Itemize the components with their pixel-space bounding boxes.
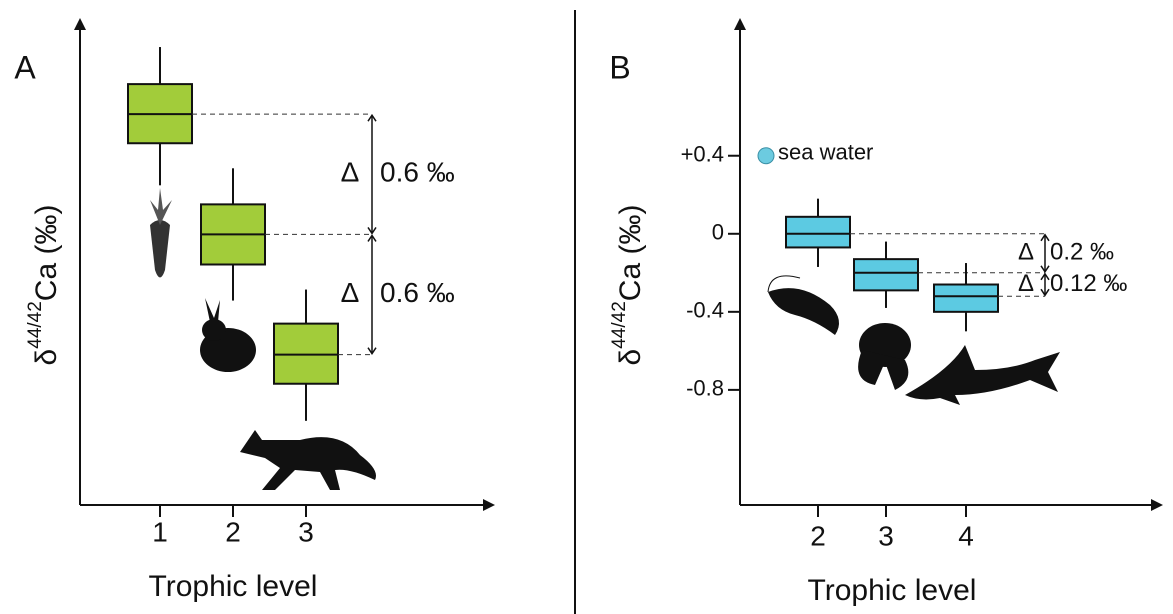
x-axis-title: Trophic level [808,574,977,607]
delta-arrow [367,113,377,235]
delta-arrow [367,234,377,356]
x-axis-title: Trophic level [149,570,318,603]
box [273,322,339,385]
x-tick-label: 2 [225,516,241,547]
delta-symbol: Δ [1018,239,1034,266]
y-tick-label: -0.4 [686,298,724,323]
carrot-icon [150,220,170,278]
y-title-base: δ [614,349,647,366]
axis-arrow [1151,499,1163,511]
delta-label: 0.2 ‰ [1050,239,1114,266]
y-title-sup: 44/42 [25,301,46,349]
x-tick-label: 2 [810,520,826,551]
axis-arrow [483,499,495,511]
rabbit-ears [205,298,220,322]
delta-arrow [1040,233,1050,274]
y-title-base: δ [30,349,63,366]
y-tick-label: +0.4 [681,142,724,167]
y-title-rest: Ca (‰) [614,205,647,302]
box [785,215,851,249]
carrot-leaves [150,188,172,225]
y-axis-title: δ44/42Ca (‰) [609,205,647,366]
delta-label: 0.12 ‰ [1050,270,1127,297]
y-title-sup: 44/42 [609,301,630,349]
delta-symbol: Δ [1018,270,1034,297]
x-tick-label: 3 [878,520,894,551]
axis-arrow [74,18,86,30]
delta-symbol: Δ [341,277,360,308]
box [853,258,919,292]
shrimp-antenna [767,275,801,293]
rabbit-head [202,319,226,341]
y-title-rest: Ca (‰) [30,205,63,302]
y-tick-label: -0.8 [686,376,724,401]
icons [150,188,1060,490]
delta-label: 0.6 ‰ [380,157,455,188]
y-tick-label: 0 [712,220,724,245]
box [933,283,999,313]
delta-symbol: Δ [341,157,360,188]
shark-icon [905,345,1060,405]
delta-label: 0.6 ‰ [380,277,455,308]
shrimp-icon [768,288,839,335]
x-tick-label: 1 [152,516,168,547]
reference-point [757,147,775,165]
axis-arrow [734,18,746,30]
x-tick-label: 3 [298,516,314,547]
panel-label: B [609,49,630,85]
fox-icon [240,430,376,490]
y-axis-title: δ44/42Ca (‰) [25,205,63,366]
panel-label: A [14,49,36,85]
x-tick-label: 4 [958,520,974,551]
octopus-arms [858,350,909,390]
reference-label: sea water [778,140,873,165]
delta-arrow [1040,272,1050,297]
